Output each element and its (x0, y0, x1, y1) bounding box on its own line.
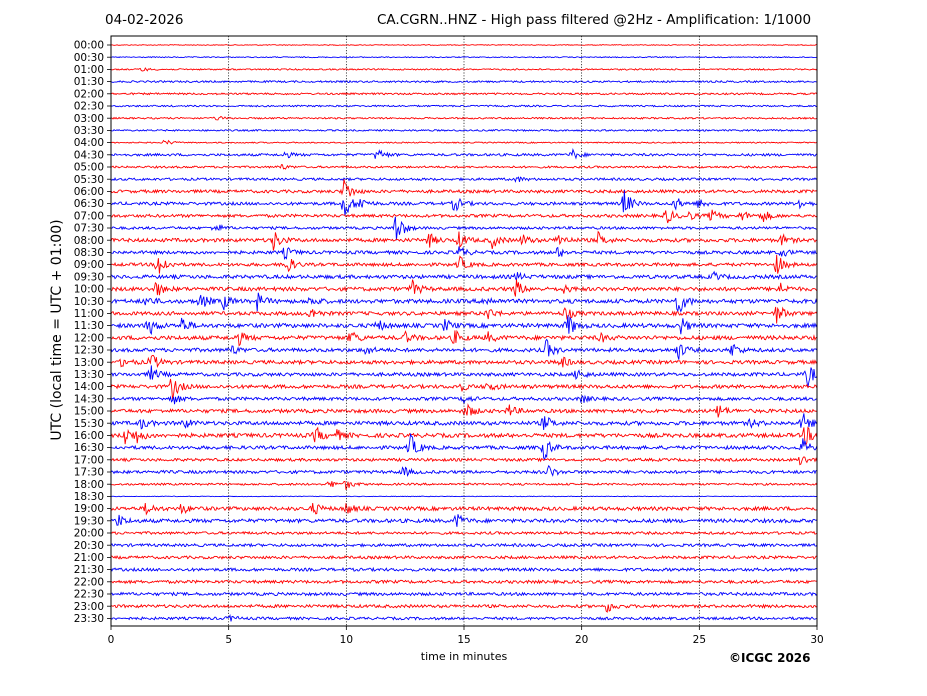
y-tick-label: 01:00 (74, 64, 104, 76)
y-tick-label: 10:30 (74, 296, 104, 308)
x-tick-label: 30 (810, 634, 823, 646)
y-tick-label: 04:30 (74, 149, 104, 161)
trace-1730 (110, 464, 818, 477)
x-axis-label: time in minutes (420, 650, 508, 663)
y-tick-label: 09:00 (74, 259, 104, 271)
x-tick-label: 5 (225, 634, 232, 646)
y-tick-label: 06:00 (74, 186, 104, 198)
y-tick-label: 08:00 (74, 235, 104, 247)
y-tick-label: 05:00 (74, 162, 104, 174)
x-tick-label: 20 (575, 634, 588, 646)
y-tick-label: 22:30 (74, 589, 104, 601)
y-tick-label: 14:30 (74, 393, 104, 405)
trace-0100 (110, 67, 818, 72)
y-tick-label: 23:30 (74, 613, 104, 625)
y-tick-label: 02:00 (74, 88, 104, 100)
y-tick-label: 03:00 (74, 113, 104, 125)
y-tick-label: 04:00 (74, 137, 104, 149)
y-tick-label: 11:30 (74, 320, 104, 332)
y-tick-label: 15:00 (74, 406, 104, 418)
x-axis-ticks: 0 5 10 15 20 25 30 (108, 626, 824, 646)
y-tick-label: 16:00 (74, 430, 104, 442)
y-tick-label: 19:00 (74, 503, 104, 515)
y-tick-label: 22:00 (74, 576, 104, 588)
y-axis-ticks: 00:0000:3001:0001:3002:0002:3003:0003:30… (74, 40, 111, 625)
y-tick-label: 11:00 (74, 308, 104, 320)
trace-0030 (110, 56, 818, 59)
y-tick-label: 19:30 (74, 515, 104, 527)
y-tick-label: 23:00 (74, 601, 104, 613)
y-tick-label: 10:00 (74, 284, 104, 296)
trace-0330 (110, 128, 818, 132)
y-tick-label: 03:30 (74, 125, 104, 137)
date-label: 04-02-2026 (105, 12, 184, 28)
x-tick-label: 25 (693, 634, 706, 646)
trace-0730 (111, 216, 818, 241)
trace-1100 (110, 306, 818, 324)
y-tick-label: 15:30 (74, 418, 104, 430)
y-tick-label: 21:30 (74, 564, 104, 576)
y-tick-label: 17:00 (74, 454, 104, 466)
x-tick-label: 0 (108, 634, 115, 646)
y-tick-label: 12:00 (74, 332, 104, 344)
y-tick-label: 05:30 (74, 174, 104, 186)
x-tick-label: 10 (340, 634, 353, 646)
y-tick-label: 20:00 (74, 528, 104, 540)
y-tick-label: 20:30 (74, 540, 104, 552)
chart-title: CA.CGRN..HNZ - High pass filtered @2Hz -… (377, 12, 812, 28)
trace-1630 (110, 432, 818, 461)
trace-1200 (110, 329, 818, 347)
y-tick-label: 16:30 (74, 442, 104, 454)
y-tick-label: 08:30 (74, 247, 104, 259)
y-tick-label: 09:30 (74, 271, 104, 283)
trace-1800 (110, 480, 818, 490)
trace-1700 (110, 456, 818, 466)
trace-0930 (110, 270, 818, 282)
trace-1530 (110, 413, 818, 431)
y-tick-label: 02:30 (74, 101, 104, 113)
y-tick-label: 06:30 (74, 198, 104, 210)
y-tick-label: 07:00 (74, 210, 104, 222)
y-tick-label: 00:00 (74, 40, 104, 52)
y-tick-label: 18:00 (74, 479, 104, 491)
y-tick-label: 07:30 (74, 223, 104, 235)
y-tick-label: 13:30 (74, 369, 104, 381)
y-tick-label: 14:00 (74, 381, 104, 393)
y-tick-label: 21:00 (74, 552, 104, 564)
y-tick-label: 01:30 (74, 76, 104, 88)
trace-0500 (110, 164, 818, 170)
trace-2330 (110, 613, 818, 622)
vertical-gridlines (228, 36, 700, 626)
x-tick-label: 15 (457, 634, 470, 646)
y-tick-label: 17:30 (74, 467, 104, 479)
y-tick-label: 13:00 (74, 357, 104, 369)
y-tick-label: 12:30 (74, 345, 104, 357)
trace-0200 (110, 92, 818, 96)
trace-1000 (110, 279, 818, 297)
trace-1230 (110, 338, 818, 360)
y-tick-label: 00:30 (74, 52, 104, 64)
copyright-label: ©ICGC 2026 (729, 651, 811, 665)
y-axis-label: UTC (local time = UTC + 01:00) (49, 219, 65, 441)
y-tick-label: 18:30 (74, 491, 104, 503)
